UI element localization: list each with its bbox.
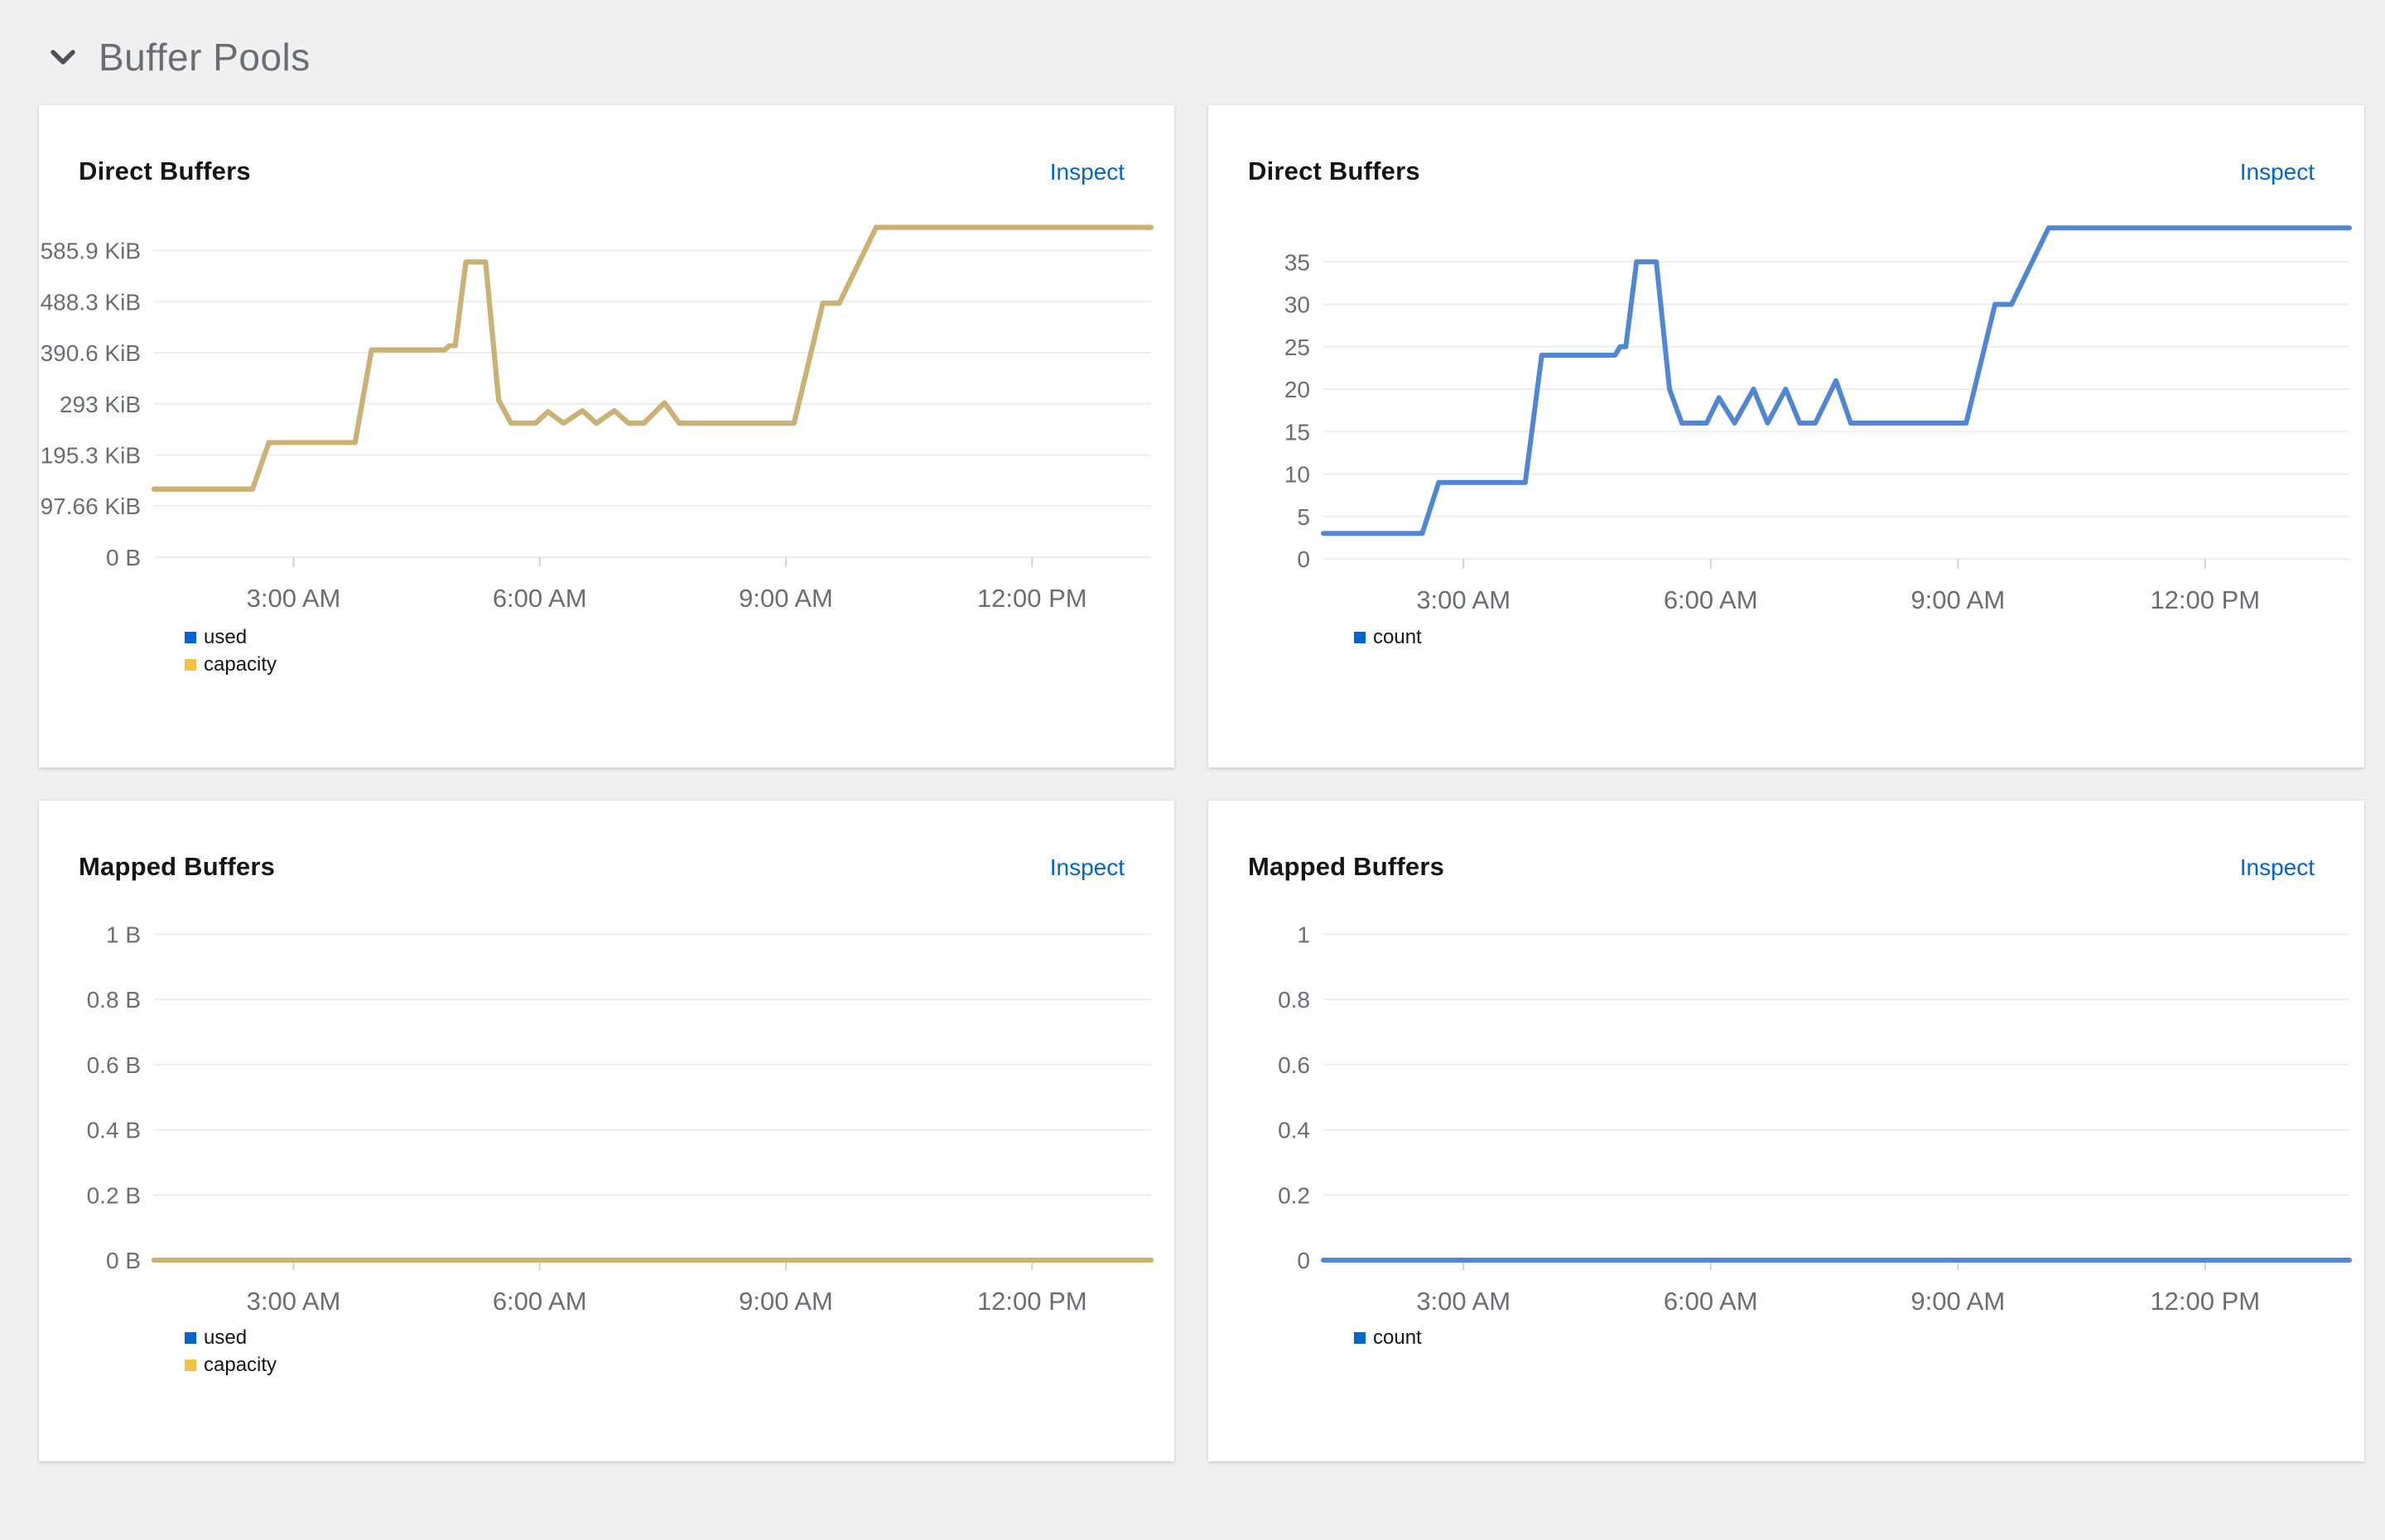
chart-legend: used capacity (185, 628, 277, 675)
svg-text:3:00 AM: 3:00 AM (247, 1287, 341, 1316)
svg-text:10: 10 (1284, 462, 1310, 488)
svg-text:195.3 KiB: 195.3 KiB (41, 443, 141, 469)
svg-text:0.2: 0.2 (1278, 1182, 1310, 1208)
svg-text:20: 20 (1284, 377, 1310, 402)
svg-text:0 B: 0 B (106, 1248, 141, 1273)
legend-item-count: count (1354, 628, 1422, 647)
svg-text:585.9 KiB: 585.9 KiB (41, 238, 141, 264)
legend-swatch (185, 632, 196, 643)
svg-text:1: 1 (1297, 922, 1310, 948)
svg-text:9:00 AM: 9:00 AM (739, 584, 833, 613)
svg-text:0.8: 0.8 (1278, 987, 1310, 1013)
svg-text:0.4 B: 0.4 B (87, 1118, 141, 1143)
buffer-pools-section-toggle[interactable]: Buffer Pools (47, 35, 311, 79)
svg-text:9:00 AM: 9:00 AM (739, 1287, 833, 1316)
legend-swatch (1354, 632, 1366, 643)
mapped-buffers-count-chart[interactable]: 0 0.2 0.4 0.6 0.8 1 3:00 AM 6:00 AM 9:00 AM 12:00… (1208, 801, 2364, 1461)
svg-text:0.2 B: 0.2 B (87, 1182, 141, 1208)
card-direct-buffers-memory: Direct Buffers Inspect 0 B 97.66 KiB 195.3… (39, 105, 1174, 768)
inspect-link[interactable]: Inspect (2239, 854, 2315, 880)
mapped-buffers-memory-chart[interactable]: 0 B 0.2 B 0.4 B 0.6 B 0.8 B 1 B 3:00 AM 6:00 AM… (39, 801, 1174, 1461)
legend-label: count (1373, 626, 1422, 648)
svg-text:9:00 AM: 9:00 AM (1910, 585, 2005, 614)
svg-text:97.66 KiB: 97.66 KiB (41, 493, 141, 519)
card-title: Mapped Buffers (1248, 852, 1445, 881)
section-title: Buffer Pools (99, 36, 311, 79)
card-header: Mapped Buffers Inspect (79, 852, 1125, 882)
svg-text:0 B: 0 B (106, 545, 141, 570)
chart-legend: used capacity (185, 1328, 277, 1375)
inspect-link[interactable]: Inspect (2239, 159, 2315, 185)
direct-buffers-count-chart[interactable]: 0 5 10 15 20 25 30 35 3:00 AM 6:00 AM 9:00 AM 12:00… (1208, 105, 2364, 768)
card-mapped-buffers-count: Mapped Buffers Inspect 0 0.2 0.4 0.6 0.8 1 3:0… (1208, 801, 2364, 1461)
svg-text:0: 0 (1297, 546, 1310, 572)
svg-text:9:00 AM: 9:00 AM (1910, 1287, 2005, 1316)
card-title: Direct Buffers (1248, 156, 1420, 185)
svg-text:12:00 PM: 12:00 PM (2150, 585, 2260, 614)
legend-item-used: used (185, 1328, 277, 1348)
svg-text:12:00 PM: 12:00 PM (977, 584, 1087, 613)
svg-text:0.4: 0.4 (1278, 1118, 1310, 1143)
legend-label: capacity (204, 653, 277, 676)
svg-text:3:00 AM: 3:00 AM (1416, 1287, 1510, 1316)
inspect-link[interactable]: Inspect (1049, 854, 1125, 880)
svg-text:3:00 AM: 3:00 AM (247, 584, 341, 613)
svg-text:0: 0 (1297, 1248, 1310, 1273)
card-title: Mapped Buffers (79, 852, 276, 881)
legend-label: used (204, 1326, 248, 1349)
svg-text:0.8 B: 0.8 B (87, 987, 141, 1013)
legend-item-count: count (1354, 1328, 1422, 1348)
chart-legend: count (1354, 628, 1422, 647)
svg-text:6:00 AM: 6:00 AM (493, 1287, 587, 1316)
chart-legend: count (1354, 1328, 1422, 1348)
direct-buffers-memory-chart[interactable]: 0 B 97.66 KiB 195.3 KiB 293 KiB 390.6 KiB 488… (39, 105, 1174, 768)
svg-text:6:00 AM: 6:00 AM (493, 584, 587, 613)
svg-text:12:00 PM: 12:00 PM (2150, 1287, 2260, 1316)
svg-text:5: 5 (1297, 504, 1310, 530)
svg-text:0.6 B: 0.6 B (87, 1052, 141, 1078)
card-mapped-buffers-memory: Mapped Buffers Inspect 0 B 0.2 B 0.4 B 0.6 … (39, 801, 1174, 1461)
svg-text:6:00 AM: 6:00 AM (1664, 1287, 1758, 1316)
legend-label: count (1373, 1326, 1422, 1349)
legend-item-capacity: capacity (185, 655, 277, 675)
card-header: Mapped Buffers Inspect (1248, 852, 2315, 882)
svg-text:35: 35 (1284, 249, 1310, 275)
svg-text:1 B: 1 B (106, 922, 141, 948)
svg-text:488.3 KiB: 488.3 KiB (41, 289, 141, 315)
card-direct-buffers-count: Direct Buffers Inspect 0 5 10 15 20 25 30 35 3:0… (1208, 105, 2364, 768)
legend-item-used: used (185, 628, 277, 647)
svg-text:15: 15 (1284, 419, 1310, 445)
svg-text:0.6: 0.6 (1278, 1052, 1310, 1078)
svg-text:3:00 AM: 3:00 AM (1416, 585, 1510, 614)
inspect-link[interactable]: Inspect (1049, 159, 1125, 185)
svg-text:25: 25 (1284, 334, 1310, 360)
svg-text:6:00 AM: 6:00 AM (1664, 585, 1758, 614)
card-header: Direct Buffers Inspect (79, 156, 1125, 186)
legend-swatch (185, 1332, 196, 1344)
svg-text:293 KiB: 293 KiB (60, 392, 141, 417)
legend-item-capacity: capacity (185, 1355, 277, 1375)
legend-swatch (1354, 1332, 1366, 1344)
legend-swatch (185, 1360, 196, 1371)
legend-label: used (204, 626, 248, 648)
card-title: Direct Buffers (79, 156, 251, 185)
card-header: Direct Buffers Inspect (1248, 156, 2315, 186)
legend-swatch (185, 659, 196, 671)
svg-text:390.6 KiB: 390.6 KiB (41, 340, 141, 366)
chevron-down-icon (47, 41, 79, 73)
svg-text:30: 30 (1284, 292, 1310, 318)
svg-text:12:00 PM: 12:00 PM (977, 1287, 1087, 1316)
legend-label: capacity (204, 1354, 277, 1376)
